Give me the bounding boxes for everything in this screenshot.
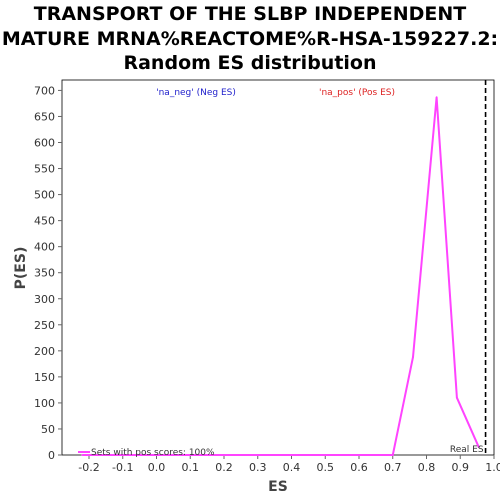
- series-point: [477, 446, 480, 449]
- series-point: [223, 454, 225, 456]
- y-tick-label: 400: [34, 241, 55, 254]
- x-tick-label: 0.6: [350, 461, 368, 474]
- y-tick-label: 0: [48, 449, 55, 462]
- x-tick-label: 0.3: [249, 461, 267, 474]
- y-tick-label: 450: [34, 215, 55, 228]
- y-tick-label: 50: [41, 423, 55, 436]
- y-tick-label: 250: [34, 319, 55, 332]
- series-line: [82, 97, 480, 456]
- series-point: [358, 454, 360, 456]
- x-tick-label: 0.4: [283, 461, 301, 474]
- y-axis: 0 50 100 150 200 250 300 350 400 450 500 550 600 650 7…: [34, 84, 62, 462]
- series-point: [256, 454, 259, 456]
- y-tick-label: 550: [34, 163, 55, 176]
- y-axis-label: P(ES): [13, 247, 29, 290]
- series-point: [324, 454, 327, 456]
- y-tick-label: 350: [34, 267, 55, 280]
- x-tick-label: -0.2: [78, 461, 99, 474]
- series-point: [455, 396, 458, 399]
- y-tick-label: 100: [34, 397, 55, 410]
- series-point: [155, 454, 158, 456]
- y-tick-label: 150: [34, 371, 55, 384]
- x-tick-label: 0.0: [148, 461, 166, 474]
- series-point: [189, 454, 192, 456]
- series-point: [435, 96, 438, 99]
- chart-title: TRANSPORT OF THE SLBP INDEPENDENT MATURE…: [0, 2, 500, 76]
- x-tick-label: 0.7: [384, 461, 402, 474]
- pos-es-label: 'na_pos' (Pos ES): [319, 88, 395, 98]
- series-layer: [81, 96, 480, 456]
- y-tick-label: 700: [34, 84, 55, 97]
- y-tick-label: 650: [34, 110, 55, 123]
- series-point: [412, 356, 414, 358]
- x-tick-label: 0.2: [215, 461, 233, 474]
- series-point: [391, 454, 394, 456]
- y-tick-label: 300: [34, 293, 55, 306]
- plot-area: [61, 79, 495, 456]
- y-tick-label: 200: [34, 345, 55, 358]
- x-tick-label: 1.0: [485, 461, 500, 474]
- x-axis-label: ES: [268, 479, 288, 495]
- y-tick-label: 500: [34, 189, 55, 202]
- x-tick-label: 0.1: [182, 461, 200, 474]
- series-point: [81, 454, 84, 456]
- series-point: [290, 454, 293, 456]
- y-tick-label: 600: [34, 137, 55, 150]
- neg-es-label: 'na_neg' (Neg ES): [156, 88, 236, 98]
- chart-title-line-2: MATURE MRNA%REACTOME%R-HSA-159227.2:: [1, 27, 499, 50]
- series-point: [121, 454, 124, 456]
- real-es-label: Real ES: [450, 445, 484, 455]
- x-tick-label: 0.5: [317, 461, 335, 474]
- x-tick-label: 0.9: [452, 461, 470, 474]
- x-tick-label: 0.8: [418, 461, 436, 474]
- chart-title-line-1: TRANSPORT OF THE SLBP INDEPENDENT: [33, 3, 467, 25]
- chart-title-line-3: Random ES distribution: [123, 52, 377, 74]
- legend-text: Sets with pos scores: 100%: [91, 448, 215, 458]
- x-tick-label: -0.1: [112, 461, 133, 474]
